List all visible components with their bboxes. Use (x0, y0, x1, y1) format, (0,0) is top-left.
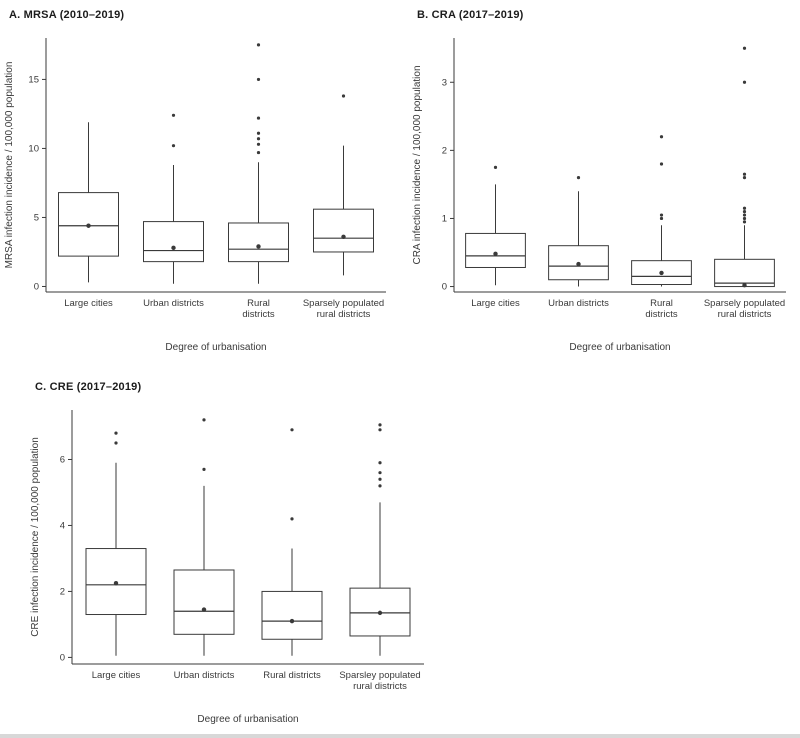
svg-text:Degree of urbanisation: Degree of urbanisation (197, 714, 298, 725)
svg-text:2: 2 (442, 145, 447, 156)
svg-text:6: 6 (60, 454, 65, 465)
bottom-divider (0, 734, 800, 738)
panel-cra-chart: 0 1 2 3 Large cities Urban districts Rural dist… (412, 38, 786, 353)
svg-text:3: 3 (442, 77, 447, 88)
panel-cre-title: C. CRE (2017–2019) (35, 381, 142, 393)
svg-text:CRA infection incidence / 100,: CRA infection incidence / 100,000 popula… (412, 65, 423, 264)
svg-text:Large cities: Large cities (471, 298, 520, 309)
svg-text:Large cities: Large cities (92, 670, 141, 681)
svg-text:5: 5 (34, 212, 39, 223)
svg-text:Degree of urbanisation: Degree of urbanisation (165, 342, 266, 353)
panel-cre: C. CRE (2017–2019) 0 2 4 6 Large cities Urban… (26, 372, 438, 734)
panel-mrsa: A. MRSA (2010–2019) 0 5 10 15 Large cities Ur… (0, 0, 400, 368)
svg-text:Large cities: Large cities (64, 298, 113, 309)
panel-cre-chart: 0 2 4 6 Large cities Urban districts Rural dis… (30, 410, 424, 725)
svg-text:0: 0 (60, 652, 65, 663)
svg-text:0: 0 (442, 282, 447, 293)
svg-text:Degree of urbanisation: Degree of urbanisation (569, 342, 670, 353)
svg-text:Urban districts: Urban districts (174, 670, 235, 681)
svg-text:1: 1 (442, 213, 447, 224)
svg-text:2: 2 (60, 586, 65, 597)
panel-mrsa-chart: 0 5 10 15 Large cities Urban districts Rural di… (4, 38, 386, 353)
svg-text:0: 0 (34, 281, 39, 292)
panel-mrsa-title: A. MRSA (2010–2019) (9, 9, 125, 21)
svg-text:MRSA infection incidence / 100: MRSA infection incidence / 100,000 popul… (4, 62, 15, 269)
svg-text:Urban districts: Urban districts (143, 298, 204, 309)
svg-text:15: 15 (28, 74, 39, 85)
svg-text:CRE infection incidence / 100,: CRE infection incidence / 100,000 popula… (30, 437, 41, 637)
svg-text:Rural districts: Rural districts (263, 670, 321, 681)
panel-cra-title: B. CRA (2017–2019) (417, 9, 524, 21)
panel-cra: B. CRA (2017–2019) 0 1 2 3 Large cities Urban… (408, 0, 800, 368)
svg-text:4: 4 (60, 520, 65, 531)
svg-text:Urban districts: Urban districts (548, 298, 609, 309)
svg-text:10: 10 (28, 143, 39, 154)
